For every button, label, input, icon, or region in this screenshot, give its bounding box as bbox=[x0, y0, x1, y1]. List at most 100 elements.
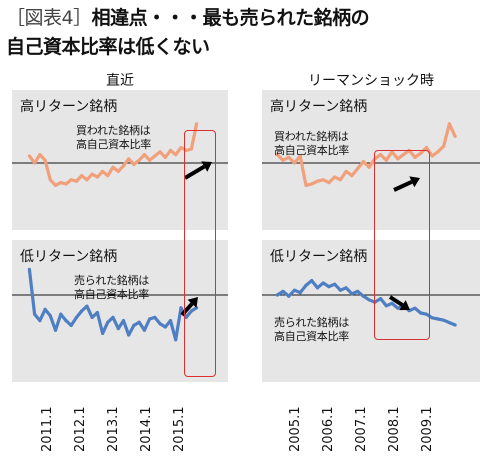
data-point bbox=[310, 279, 314, 283]
data-point bbox=[361, 294, 365, 298]
data-point bbox=[137, 158, 141, 162]
highlight-box bbox=[184, 130, 216, 377]
data-point bbox=[43, 158, 47, 162]
data-point bbox=[132, 323, 136, 327]
data-point bbox=[148, 317, 152, 321]
data-point bbox=[27, 154, 32, 158]
data-point bbox=[80, 309, 84, 313]
data-point bbox=[33, 161, 37, 165]
highlight-box bbox=[374, 150, 430, 340]
data-point bbox=[356, 167, 360, 171]
data-point bbox=[137, 320, 141, 324]
data-point bbox=[168, 319, 173, 323]
x-tick-label: 2007.1 bbox=[354, 406, 369, 453]
data-point bbox=[64, 319, 68, 323]
annotation: 売られた銘柄は 高自己資本比率 bbox=[274, 316, 349, 344]
data-point bbox=[121, 164, 126, 168]
annotation-line-2: 高自己資本比率 bbox=[274, 144, 349, 157]
panel-title: 高リターン銘柄 bbox=[20, 99, 118, 115]
data-point bbox=[53, 183, 58, 187]
data-point bbox=[127, 333, 131, 337]
data-point bbox=[304, 183, 308, 187]
data-point bbox=[179, 146, 183, 150]
x-tick-label: 2009.1 bbox=[420, 406, 435, 453]
data-point bbox=[174, 338, 178, 342]
data-point bbox=[281, 289, 285, 293]
data-point bbox=[69, 323, 73, 327]
data-point bbox=[85, 178, 89, 182]
data-point bbox=[163, 155, 167, 159]
data-point bbox=[38, 153, 42, 157]
panel-title: 低リターン銘柄 bbox=[270, 249, 368, 265]
data-point bbox=[292, 161, 297, 165]
x-tick-label: 2011.1 bbox=[40, 406, 55, 453]
panel-title: 高リターン銘柄 bbox=[270, 99, 368, 115]
data-point bbox=[95, 311, 99, 315]
trend-arrow bbox=[180, 302, 194, 317]
x-tick-label: 2014.1 bbox=[139, 406, 154, 453]
title-text-1: 相違点・・・最も売られた銘柄の bbox=[91, 7, 370, 29]
data-point bbox=[179, 306, 183, 310]
data-point bbox=[390, 301, 394, 305]
data-point bbox=[430, 154, 434, 158]
data-point bbox=[436, 150, 440, 154]
data-point bbox=[116, 327, 120, 331]
data-point bbox=[436, 317, 440, 321]
data-point bbox=[350, 174, 354, 178]
data-point bbox=[111, 315, 115, 319]
data-point bbox=[384, 158, 388, 162]
data-point bbox=[48, 314, 52, 318]
data-point bbox=[59, 312, 63, 316]
data-point bbox=[275, 293, 279, 297]
panel-title: 低リターン銘柄 bbox=[20, 249, 118, 265]
title-prefix: ［図表4］ bbox=[6, 7, 92, 29]
data-point bbox=[106, 320, 110, 324]
data-point bbox=[413, 155, 417, 159]
data-point bbox=[85, 304, 89, 308]
data-point bbox=[153, 315, 157, 319]
data-point bbox=[33, 312, 37, 316]
data-point bbox=[321, 281, 325, 285]
panel-lehman-low: 低リターン銘柄 売られた銘柄は 高自己資本比率 bbox=[262, 240, 480, 382]
data-point bbox=[413, 306, 417, 310]
data-point bbox=[321, 178, 325, 182]
data-point bbox=[100, 331, 105, 335]
data-point bbox=[338, 178, 343, 182]
data-point bbox=[64, 182, 68, 186]
x-tick-label: 2005.1 bbox=[288, 406, 303, 453]
annotation: 売られた銘柄は 高自己資本比率 bbox=[74, 274, 149, 302]
data-point bbox=[378, 153, 383, 157]
data-point bbox=[315, 286, 320, 290]
data-point bbox=[80, 174, 84, 178]
data-point bbox=[127, 157, 131, 161]
data-point bbox=[378, 297, 383, 301]
data-point bbox=[132, 162, 136, 166]
title-line-2: 自己資本比率は低くない bbox=[6, 36, 210, 58]
data-point bbox=[298, 154, 302, 158]
data-point bbox=[430, 316, 434, 320]
data-point bbox=[327, 181, 331, 185]
line-chart bbox=[12, 122, 228, 188]
data-point bbox=[90, 315, 94, 319]
column-label-lehman: リーマンショック時 bbox=[308, 73, 434, 89]
data-point bbox=[59, 181, 63, 185]
data-point bbox=[310, 182, 314, 186]
annotation-line-2: 高自己資本比率 bbox=[74, 288, 149, 301]
panel-recent-high: 高リターン銘柄 買われた銘柄は 高自己資本比率 bbox=[12, 90, 228, 230]
data-point bbox=[95, 175, 99, 179]
data-point bbox=[69, 178, 73, 182]
annotation: 買われた銘柄は 高自己資本比率 bbox=[76, 124, 151, 152]
data-point bbox=[447, 321, 452, 325]
data-point bbox=[163, 325, 167, 329]
data-point bbox=[74, 179, 79, 183]
data-point bbox=[344, 169, 348, 173]
data-point bbox=[100, 169, 105, 173]
x-tick-label: 2008.1 bbox=[387, 406, 402, 453]
annotation-line-2: 高自己資本比率 bbox=[76, 138, 151, 151]
column-label-recent: 直近 bbox=[106, 73, 134, 89]
line-chart bbox=[12, 267, 228, 342]
data-point bbox=[298, 291, 302, 295]
data-point bbox=[153, 154, 157, 158]
annotation-line-1: 売られた銘柄は bbox=[274, 316, 349, 329]
data-point bbox=[453, 323, 457, 327]
